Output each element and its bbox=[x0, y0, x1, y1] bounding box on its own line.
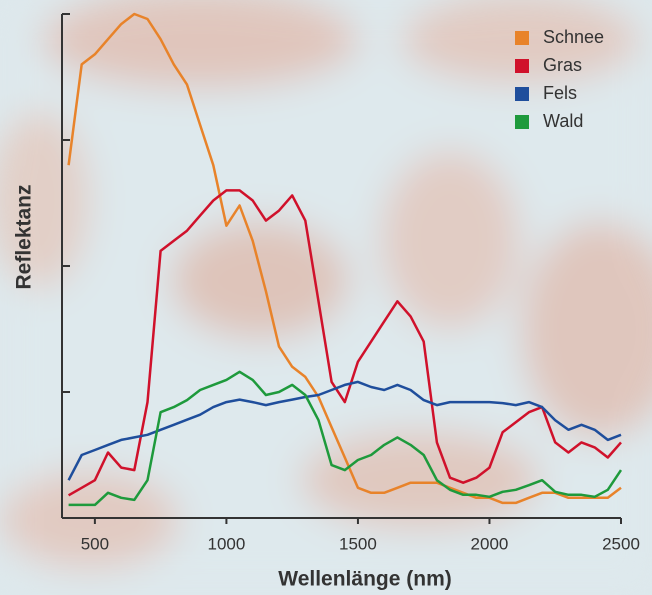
page: Wellenlänge (nm) Reflektanz 500 1000 1500 2… bbox=[0, 0, 652, 595]
legend-label: Schnee bbox=[543, 27, 604, 47]
legend-swatch bbox=[515, 87, 529, 101]
legend-label: Wald bbox=[543, 111, 583, 131]
x-tick-label: 1000 bbox=[207, 534, 245, 553]
legend-swatch bbox=[515, 59, 529, 73]
legend-swatch bbox=[515, 31, 529, 45]
legend-swatch bbox=[515, 115, 529, 129]
x-axis-label: Wellenlänge (nm) bbox=[278, 568, 451, 591]
legend-label: Gras bbox=[543, 55, 582, 75]
x-tick-label: 500 bbox=[81, 534, 109, 553]
legend-label: Fels bbox=[543, 83, 577, 103]
x-tick-label: 2500 bbox=[602, 534, 640, 553]
chart: Wellenlänge (nm) Reflektanz 500 1000 1500 2… bbox=[0, 0, 652, 595]
x-tick-label: 2000 bbox=[471, 534, 509, 553]
x-tick-label: 1500 bbox=[339, 534, 377, 553]
y-axis-label: Reflektanz bbox=[13, 184, 36, 289]
